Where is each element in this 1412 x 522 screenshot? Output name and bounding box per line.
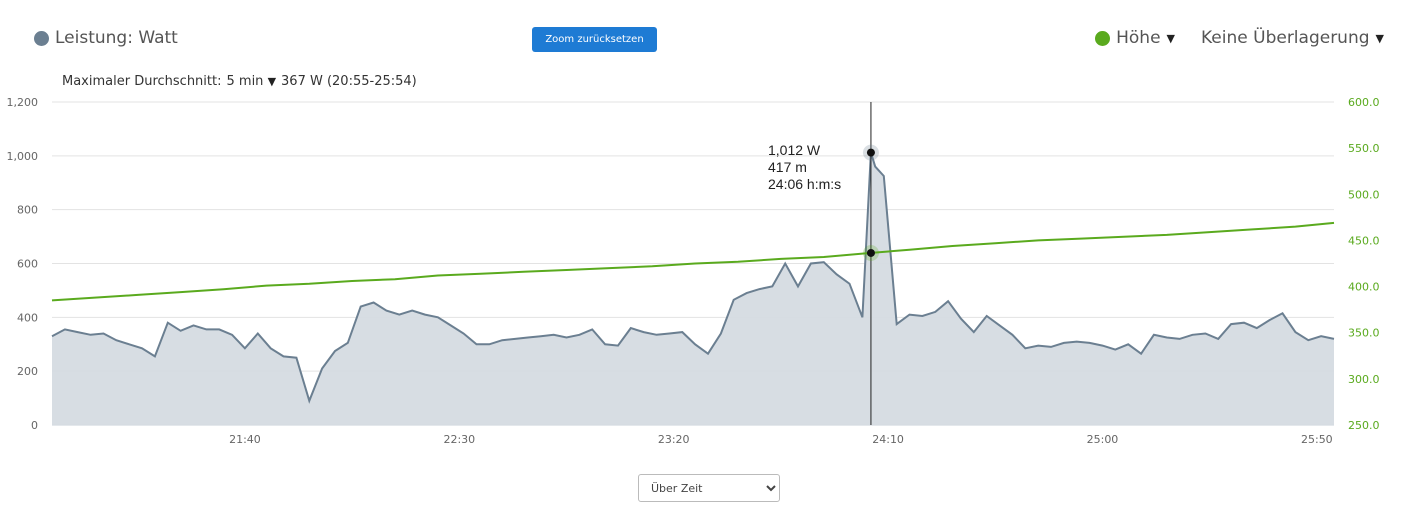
x-tick-label: 24:10 <box>872 433 904 446</box>
max-average-label: Maximaler Durchschnitt: <box>62 74 222 89</box>
power-area <box>52 152 1334 425</box>
y-left-tick-label: 600 <box>17 258 38 271</box>
x-tick-label: 22:30 <box>443 433 475 446</box>
x-axis: 21:40 22:30 23:20 24:10 25:00 25:50 <box>229 433 1333 446</box>
legend-power-label: Leistung: Watt <box>55 28 178 48</box>
y-right-tick-label: 350.0 <box>1348 327 1380 340</box>
crosshair <box>862 102 879 425</box>
max-average-duration-dropdown[interactable]: 5 min ▼ <box>227 74 277 89</box>
y-right-tick-label: 500.0 <box>1348 188 1380 201</box>
x-axis-mode-select[interactable]: Über Zeit <box>638 474 780 502</box>
elevation-series-dot-icon <box>1095 30 1111 46</box>
x-tick-label: 25:50 <box>1301 433 1333 446</box>
power-marker <box>866 148 875 157</box>
x-axis-mode-wrapper: Über Zeit <box>638 474 780 502</box>
y-left-tick-label: 1,200 <box>7 96 39 109</box>
x-tick-label: 21:40 <box>229 433 261 446</box>
elevation-marker <box>866 248 875 257</box>
chart-tooltip: 1,012 W 417 m 24:06 h:m:s <box>768 142 841 193</box>
overlay-dropdown[interactable]: Keine Überlagerung ▼ <box>1201 28 1384 48</box>
chevron-down-icon: ▼ <box>1166 31 1175 45</box>
x-tick-label: 25:00 <box>1087 433 1119 446</box>
max-average-info: Maximaler Durchschnitt: 5 min ▼ 367 W (2… <box>62 74 417 89</box>
tooltip-power: 1,012 W <box>768 142 821 158</box>
tooltip-elevation: 417 m <box>768 159 807 175</box>
max-average-duration: 5 min <box>226 74 264 89</box>
reset-zoom-button[interactable]: Zoom zurücksetzen <box>532 27 657 52</box>
y-right-tick-label: 300.0 <box>1348 373 1380 386</box>
overlay-label: Keine Überlagerung <box>1201 28 1370 48</box>
power-line <box>51 152 1335 404</box>
y-right-tick-label: 250.0 <box>1348 419 1380 432</box>
y-axis-right: 250.0 300.0 350.0 400.0 450.0 500.0 550.0 600.0 <box>1348 96 1380 432</box>
max-average-value: 367 W (20:55-25:54) <box>281 74 417 89</box>
y-right-tick-label: 550.0 <box>1348 142 1380 155</box>
chevron-down-icon: ▼ <box>1375 31 1384 45</box>
x-tick-label: 23:20 <box>658 433 690 446</box>
power-series-dot-icon <box>34 30 49 46</box>
legend-power[interactable]: Leistung: Watt <box>34 28 178 48</box>
y-right-tick-label: 450.0 <box>1348 234 1380 247</box>
elevation-line <box>51 221 1335 302</box>
legend-right: Höhe ▼ Keine Überlagerung ▼ <box>1095 28 1384 48</box>
y-left-tick-label: 400 <box>17 311 38 324</box>
y-left-tick-label: 1,000 <box>7 150 39 163</box>
y-left-tick-label: 200 <box>17 365 38 378</box>
y-right-tick-label: 400.0 <box>1348 281 1380 294</box>
legend-elevation-label: Höhe <box>1116 28 1161 48</box>
legend-elevation[interactable]: Höhe ▼ <box>1095 28 1175 48</box>
y-axis-left: 0 200 400 600 800 1,000 1,200 <box>7 96 39 432</box>
y-left-tick-label: 800 <box>17 204 38 217</box>
y-left-tick-label: 0 <box>31 419 38 432</box>
chevron-down-icon: ▼ <box>267 75 277 88</box>
y-right-tick-label: 600.0 <box>1348 96 1380 109</box>
tooltip-time: 24:06 h:m:s <box>768 176 842 192</box>
